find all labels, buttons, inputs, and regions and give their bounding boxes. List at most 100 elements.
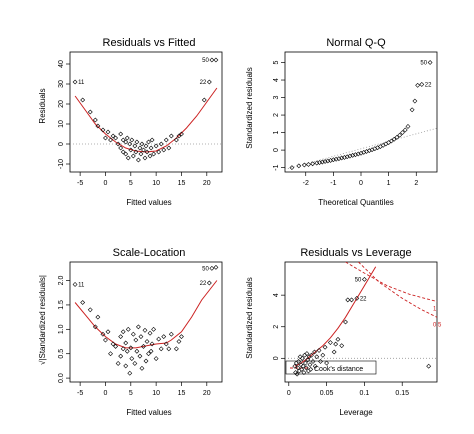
data-point xyxy=(139,141,145,147)
data-point xyxy=(138,334,144,340)
data-point xyxy=(405,124,411,129)
data-point xyxy=(336,156,342,162)
data-point xyxy=(341,155,347,160)
data-point xyxy=(361,276,367,282)
data-point xyxy=(147,330,153,336)
data-point xyxy=(158,346,164,352)
point-label: 11 xyxy=(78,282,85,288)
data-point xyxy=(354,295,360,301)
data-point xyxy=(141,343,146,349)
data-point xyxy=(113,135,119,141)
data-point xyxy=(147,153,153,159)
data-point xyxy=(142,327,148,333)
data-point xyxy=(128,147,134,153)
data-point xyxy=(149,137,155,143)
x-tick-label: 0 xyxy=(287,390,291,397)
data-point xyxy=(353,152,358,158)
point-label: 50 xyxy=(202,58,209,64)
data-point xyxy=(141,147,146,153)
data-point xyxy=(123,139,129,145)
data-point xyxy=(146,351,151,357)
data-point xyxy=(158,141,164,147)
plot-frame xyxy=(69,261,223,383)
data-point xyxy=(173,346,179,352)
data-point xyxy=(113,343,119,349)
x-axis-label: Leverage xyxy=(339,408,373,417)
y-tick-label: 2.0 xyxy=(58,276,65,286)
data-point xyxy=(148,348,154,354)
chart-title: Residuals vs Leverage xyxy=(300,247,411,259)
data-point xyxy=(130,331,136,337)
residuals-vs-fitted-panel: Residuals vs Fitted Fitted values Residu… xyxy=(38,37,223,207)
data-point xyxy=(120,346,126,352)
data-point xyxy=(325,158,331,164)
data-point xyxy=(322,159,328,164)
data-point xyxy=(110,133,116,139)
y-tick-label: 4 xyxy=(273,293,280,297)
data-point xyxy=(124,135,130,141)
x-tick-label: 5 xyxy=(129,390,133,397)
data-point xyxy=(312,349,317,355)
data-point xyxy=(173,137,179,143)
data-point xyxy=(144,149,150,155)
data-point xyxy=(95,123,101,129)
data-point xyxy=(108,351,113,357)
point-label: 22 xyxy=(200,80,207,86)
point-label: 22 xyxy=(200,281,207,287)
plot-area xyxy=(72,264,219,376)
x-axis-label: Theoretical Quantiles xyxy=(318,198,394,207)
data-point xyxy=(339,343,345,349)
data-point xyxy=(297,354,303,360)
data-point xyxy=(125,155,131,161)
data-point xyxy=(302,352,308,358)
plot-frame xyxy=(284,261,438,383)
data-point xyxy=(294,371,300,377)
x-tick-label: 10 xyxy=(152,390,160,397)
scale-location-panel: Scale-Location Fitted values √|Standardi… xyxy=(38,247,223,417)
data-point xyxy=(153,143,159,149)
data-point xyxy=(161,147,167,153)
y-tick-label: 0.5 xyxy=(58,349,65,359)
data-point xyxy=(299,366,305,372)
y-axis-label: Residuals xyxy=(38,88,47,123)
data-point xyxy=(128,345,134,351)
x-tick-label: 15 xyxy=(178,390,186,397)
data-point xyxy=(127,141,133,147)
data-point xyxy=(419,81,425,87)
plot-area xyxy=(285,262,437,377)
data-point xyxy=(307,362,313,368)
x-tick-label: 0 xyxy=(104,180,108,187)
data-point xyxy=(156,336,162,342)
data-point xyxy=(132,361,138,366)
data-point xyxy=(120,149,126,155)
y-tick-label: 1.0 xyxy=(58,324,65,334)
data-point xyxy=(331,349,337,355)
data-point xyxy=(127,370,133,376)
data-point xyxy=(103,337,108,343)
x-tick-label: 1 xyxy=(387,180,391,187)
data-point xyxy=(320,352,326,358)
y-tick-label: 20 xyxy=(58,100,65,108)
data-point xyxy=(318,359,323,364)
data-point xyxy=(137,145,143,151)
data-point xyxy=(350,152,356,158)
y-tick-label: 3 xyxy=(273,96,280,100)
data-point xyxy=(179,334,184,340)
y-axis-label: Standardized residuals xyxy=(245,67,254,148)
data-point xyxy=(143,358,149,364)
data-point xyxy=(176,133,182,139)
data-point xyxy=(317,160,322,165)
y-tick-label: 0 xyxy=(273,148,280,152)
data-point xyxy=(95,314,101,320)
data-point xyxy=(133,337,139,343)
x-tick-label: -1 xyxy=(330,180,336,187)
data-point xyxy=(289,165,295,171)
data-point xyxy=(110,341,116,347)
data-point xyxy=(347,153,353,159)
y-tick-label: -10 xyxy=(58,159,65,169)
data-point xyxy=(129,356,135,362)
residuals-vs-leverage-panel: Residuals vs Leverage Leverage Standardi… xyxy=(245,247,442,417)
y-tick-label: 0 xyxy=(58,142,65,146)
data-point xyxy=(426,363,432,369)
